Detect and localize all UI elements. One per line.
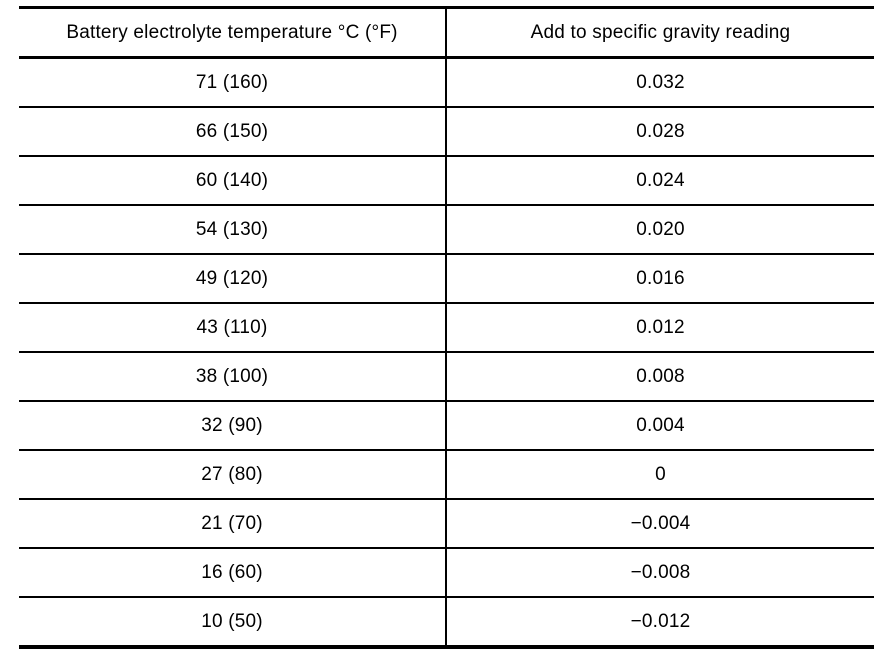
temp-cell: 49 (120) (19, 254, 447, 303)
table-row: 38 (100) 0.008 (19, 352, 874, 401)
temp-cell: 38 (100) (19, 352, 447, 401)
column-header-correction: Add to specific gravity reading (530, 21, 791, 43)
temp-cell: 71 (160) (19, 57, 447, 107)
header-row: Battery electrolyte temperature °C (°F) … (19, 7, 874, 58)
table-row: 66 (150) 0.028 (19, 107, 874, 156)
temp-cell: 66 (150) (19, 107, 447, 156)
correction-cell: 0.008 (636, 365, 685, 387)
correction-cell: 0.032 (636, 71, 685, 93)
table-row: 60 (140) 0.024 (19, 156, 874, 205)
correction-cell: 0.020 (636, 218, 685, 240)
table-header: Battery electrolyte temperature °C (°F) … (19, 7, 874, 58)
column-header-temperature: Battery electrolyte temperature °C (°F) (19, 7, 447, 58)
table-container: Battery electrolyte temperature °C (°F) … (19, 6, 874, 649)
temp-cell: 10 (50) (19, 597, 447, 647)
temp-cell: 16 (60) (19, 548, 447, 597)
table-row: 10 (50) −0.012 (19, 597, 874, 647)
table-row: 43 (110) 0.012 (19, 303, 874, 352)
table-row: 21 (70) −0.004 (19, 499, 874, 548)
table-row: 71 (160) 0.032 (19, 57, 874, 107)
temp-cell: 21 (70) (19, 499, 447, 548)
correction-cell: 0.004 (636, 414, 685, 436)
correction-cell: 0.016 (636, 267, 685, 289)
table-row: 27 (80) 0 (19, 450, 874, 499)
correction-cell: 0.024 (636, 169, 685, 191)
correction-cell: 0.012 (636, 316, 685, 338)
temp-cell: 27 (80) (19, 450, 447, 499)
table-row: 49 (120) 0.016 (19, 254, 874, 303)
correction-cell: −0.008 (630, 561, 691, 583)
table-body: 71 (160) 0.032 66 (150) 0.028 60 (140) 0… (19, 57, 874, 647)
correction-cell: 0 (655, 463, 666, 485)
temp-cell: 54 (130) (19, 205, 447, 254)
correction-cell: 0.028 (636, 120, 685, 142)
table-row: 32 (90) 0.004 (19, 401, 874, 450)
temp-cell: 32 (90) (19, 401, 447, 450)
temperature-correction-table: Battery electrolyte temperature °C (°F) … (19, 6, 874, 649)
table-row: 16 (60) −0.008 (19, 548, 874, 597)
temp-cell: 60 (140) (19, 156, 447, 205)
correction-cell: −0.012 (630, 610, 691, 632)
correction-cell: −0.004 (630, 512, 691, 534)
temp-cell: 43 (110) (19, 303, 447, 352)
table-row: 54 (130) 0.020 (19, 205, 874, 254)
